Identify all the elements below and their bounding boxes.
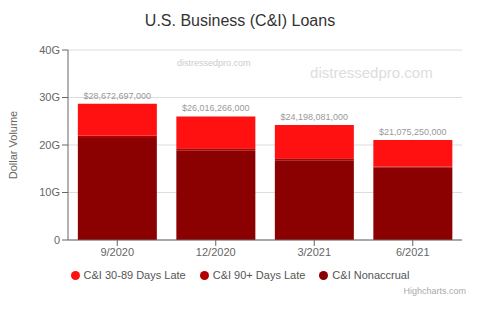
svg-text:10G: 10G bbox=[39, 186, 60, 198]
svg-text:$28,672,697,000: $28,672,697,000 bbox=[84, 91, 152, 101]
svg-text:40G: 40G bbox=[39, 44, 60, 56]
html-text:C&I 30-89 Days Late: C&I 30-89 Days Late bbox=[83, 269, 186, 281]
html-text:U.S. Business (C&I) Loans: U.S. Business (C&I) Loans bbox=[144, 12, 336, 29]
svg-text:9/2020: 9/2020 bbox=[100, 246, 134, 258]
svg-text:30G: 30G bbox=[39, 91, 60, 103]
html-text:distressedpro.com: distressedpro.com bbox=[310, 64, 433, 81]
svg-text:6/2021: 6/2021 bbox=[396, 246, 430, 258]
html-text:C&I 90+ Days Late: C&I 90+ Days Late bbox=[212, 269, 306, 281]
svg-text:$24,198,081,000: $24,198,081,000 bbox=[281, 112, 349, 122]
svg-text:20G: 20G bbox=[39, 139, 60, 151]
svg-text:12/2020: 12/2020 bbox=[196, 246, 236, 258]
svg-text:0: 0 bbox=[54, 234, 60, 246]
svg-text:$21,075,250,000: $21,075,250,000 bbox=[379, 127, 447, 137]
svg-text:$26,016,266,000: $26,016,266,000 bbox=[182, 103, 250, 113]
svg-text:Dollar Volume: Dollar Volume bbox=[8, 111, 19, 179]
html-text:C&I Nonaccrual: C&I Nonaccrual bbox=[332, 269, 410, 281]
svg-text:3/2021: 3/2021 bbox=[297, 246, 331, 258]
html-text:Highcharts.com: Highcharts.com bbox=[403, 286, 466, 296]
html-text:distressedpro.com: distressedpro.com bbox=[177, 58, 251, 68]
